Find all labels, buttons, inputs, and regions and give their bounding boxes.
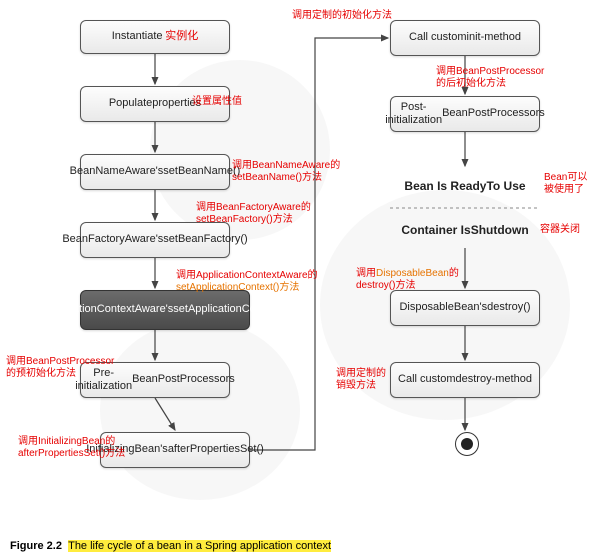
node-n1: Instantiate 实例化 <box>80 20 230 54</box>
note-a12: 调用DisposableBean的destroy()方法 <box>356 268 459 292</box>
end-marker <box>455 432 479 456</box>
node-n4: BeanFactoryAware'ssetBeanFactory() <box>80 222 230 258</box>
note-a10: Bean可以被使用了 <box>544 172 587 196</box>
node-n9: Post-initializationBeanPostProcessors <box>390 96 540 132</box>
node-n12: DisposableBean'sdestroy() <box>390 290 540 326</box>
note-a3: 调用BeanNameAware的setBeanName()方法 <box>232 160 340 184</box>
note-a2: 设置属性值 <box>192 96 242 108</box>
note-a9: 调用BeanPostProcessor的后初始化方法 <box>436 66 544 90</box>
note-a4: 调用BeanFactoryAware的setBeanFactory()方法 <box>196 202 311 226</box>
note-a13: 调用定制的销毁方法 <box>336 368 386 392</box>
note-a8: 调用定制的初始化方法 <box>292 10 392 22</box>
node-n5: ApplicationContextAware'ssetApplicationC… <box>80 290 250 330</box>
bg-shape <box>100 320 300 500</box>
node-n10: Bean Is ReadyTo Use <box>390 168 540 204</box>
node-n13: Call customdestroy-method <box>390 362 540 398</box>
caption-prefix: Figure 2.2 <box>10 540 62 552</box>
node-n3: BeanNameAware'ssetBeanName() <box>80 154 230 190</box>
node-n8: Call custominit-method <box>390 20 540 56</box>
note-a6: 调用BeanPostProcessor的预初始化方法 <box>6 356 114 380</box>
figure-caption: Figure 2.2 The life cycle of a bean in a… <box>10 540 331 552</box>
caption-text: The life cycle of a bean in a Spring app… <box>68 540 331 552</box>
note-a11: 容器关闭 <box>540 224 580 236</box>
note-a5: 调用ApplicationContextAware的setApplication… <box>176 270 318 294</box>
note-a7: 调用InitializingBean的afterPropertiesSet()方… <box>18 436 125 460</box>
node-n11: Container IsShutdown <box>390 212 540 248</box>
